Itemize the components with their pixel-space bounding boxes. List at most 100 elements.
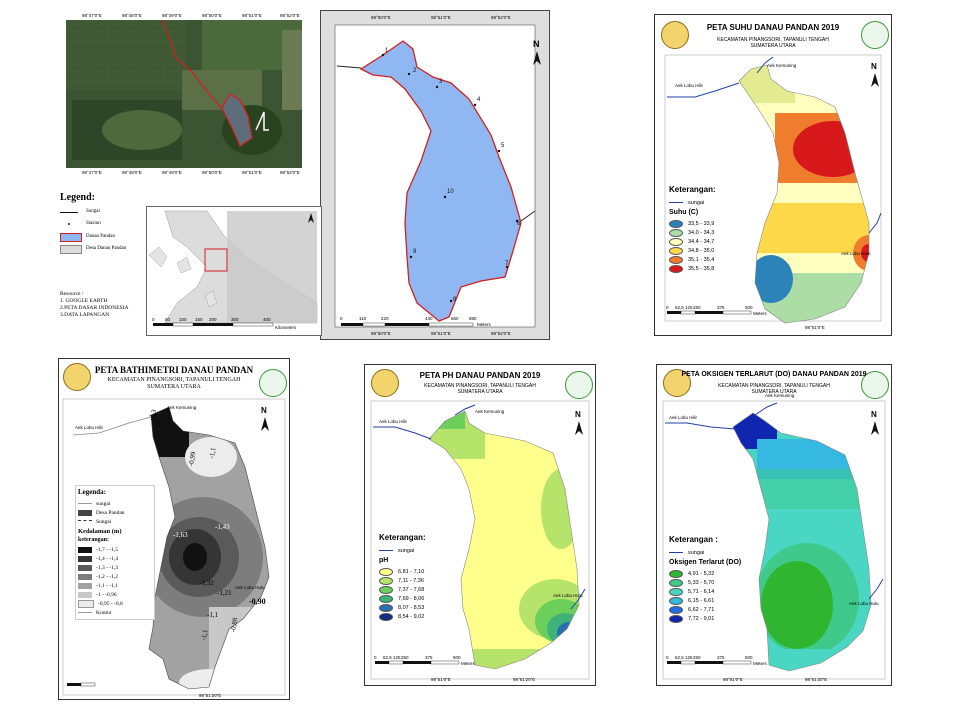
suhu-swatch-2 <box>669 228 683 237</box>
inset-scale-200: 200 <box>209 317 217 322</box>
station-8: 8 <box>453 297 457 303</box>
suhu-scale-0: 0 <box>666 305 669 310</box>
suhu-scale-3: 375 <box>717 305 725 310</box>
station-scale-unit: Meters <box>477 322 491 327</box>
station-coord-top-3: 98°52'0"E <box>491 15 511 20</box>
do-swatch-3 <box>669 587 683 596</box>
bathy-swatch-4 <box>78 573 92 580</box>
lake-polygon <box>359 40 522 322</box>
station-map: 1 2 3 4 5 6 7 8 9 10 N <box>334 24 541 328</box>
station-symbol <box>68 223 70 225</box>
ph-scale-4: 500 <box>453 655 461 660</box>
do-scale-4: 500 <box>745 655 753 660</box>
do-class-5: 6,62 - 7,71 <box>688 606 715 613</box>
station-7: 7 <box>505 261 509 267</box>
bathy-swatch-1 <box>78 546 92 553</box>
station-1: 1 <box>385 48 389 54</box>
ph-class-1: 6,81 - 7,10 <box>398 568 425 575</box>
contour-label-8: -1,1 <box>207 611 219 619</box>
main-legend-title: Legend: <box>60 192 95 203</box>
do-scale-0: 0 <box>666 655 669 660</box>
do-swatch-6 <box>669 614 683 623</box>
do-class-4: 6,15 - 6,61 <box>688 597 715 604</box>
resource-2: 2.PETA DASAR INDONESIA <box>60 305 129 311</box>
do-class-3: 5,71 - 6,14 <box>688 588 715 595</box>
station-coord-bottom-2: 98°51'0"E <box>431 331 451 336</box>
legend-danau: Danau Pandan <box>86 234 116 239</box>
contour-label-4: -1,43 <box>215 523 230 531</box>
do-swatch-1 <box>669 569 683 578</box>
bathy-legend-title: Legenda: <box>78 488 106 496</box>
ph-subtitle-1: KECAMATAN PINANGSORI, TAPANULI TENGAH <box>424 383 536 389</box>
ph-swatch-1 <box>379 567 393 576</box>
sat-coord-bottom-2: 98°48'0"E <box>122 170 142 175</box>
svg-text:N: N <box>871 410 877 419</box>
sat-coord-bottom-4: 98°50'0"E <box>202 170 222 175</box>
do-lon-b: 98°51'20"E <box>805 677 828 682</box>
resource-title: Resource : <box>60 291 84 297</box>
bathy-swatch-3 <box>78 564 92 571</box>
legend-desa: Desa Danau Pandan <box>86 246 127 251</box>
ph-class-2: 7,11 - 7,36 <box>398 577 424 584</box>
coord-label: 98°50'0"E <box>202 13 222 18</box>
sat-coord-bottom-5: 98°51'0"E <box>242 170 262 175</box>
ph-place-kemuning: Aek Kemuning <box>475 409 505 414</box>
bathy-class-2: -1,4 - -1,4 <box>96 555 118 562</box>
logo-left-icon <box>663 369 691 397</box>
bathy-lon: 98°51'20"E <box>199 693 222 698</box>
do-subtitle-1: KECAMATAN PINANGSORI, TAPANULI TENGAH <box>718 383 830 389</box>
suhu-subtitle-2: SUMATERA UTARA <box>750 43 796 49</box>
bathy-legend-2: Desa Pandan <box>96 509 125 516</box>
bathy-place-hilir: Aek Lobu Hilir <box>75 425 104 430</box>
ph-swatch-6 <box>379 612 393 621</box>
svg-text:N: N <box>261 406 267 415</box>
inset-scale-400: 400 <box>263 317 271 322</box>
bathy-village-symbol <box>78 509 92 516</box>
bathy-river-symbol <box>78 503 92 504</box>
inset-north-icon <box>308 213 314 223</box>
do-param: Oksigen Terlarut (DO) <box>669 559 742 566</box>
bathy-north-icon: N <box>261 406 269 431</box>
suhu-swatch-4 <box>669 246 683 255</box>
inset-scale-0: 0 <box>152 317 155 322</box>
bathy-legend: Legenda: sungai Desa Pandan Sungai Kedal… <box>75 485 155 620</box>
station-9: 9 <box>413 249 417 255</box>
bathy-place-kemuning: Aek Kemuning <box>167 405 197 410</box>
suhu-legend: Keterangan: sungai Suhu (C) 33,5 - 33,9 … <box>669 185 716 273</box>
station-10: 10 <box>447 189 454 195</box>
sat-coord-bottom-6: 98°52'0"E <box>280 170 300 175</box>
do-legend: Keterangan : sungai Oksigen Terlarut (DO… <box>669 535 741 623</box>
inset-scale-150: 150 <box>195 317 203 322</box>
suhu-river-symbol <box>669 202 683 203</box>
do-north-icon: N <box>871 410 879 435</box>
ph-river-symbol <box>379 550 393 551</box>
logo-right-icon <box>259 369 287 397</box>
ph-scale-1: 62,5 125 <box>383 655 401 660</box>
do-legend-title: Keterangan : <box>669 535 718 544</box>
ph-class-5: 8,07 - 8,53 <box>398 604 425 611</box>
coord-label: 98°52'0"E <box>280 13 300 18</box>
ph-class-4: 7,69 - 8,06 <box>398 595 425 602</box>
coord-label: 98°48'0"E <box>122 13 142 18</box>
ph-swatch-2 <box>379 576 393 585</box>
logo-left-icon <box>661 21 689 49</box>
coord-label: 98°51'0"E <box>242 13 262 18</box>
bathy-subtitle-2: SUMATERA UTARA <box>147 384 201 390</box>
station-scalebar <box>341 322 474 327</box>
bathy-ket: keterangan: <box>78 537 109 543</box>
ph-north-icon: N <box>575 410 583 435</box>
contour-label-7: -1,21 <box>217 589 232 597</box>
ph-lon-b: 98°51'20"E <box>513 677 536 682</box>
bathy-class-4: -1,2 - -1,2 <box>96 573 118 580</box>
suhu-swatch-3 <box>669 237 683 246</box>
coord-label: 98°49'0"E <box>162 13 182 18</box>
suhu-north-icon: N <box>871 62 879 87</box>
ph-map-panel: PETA PH DANAU PANDAN 2019 KECAMATAN PINA… <box>364 364 596 686</box>
suhu-class-5: 35,1 - 35,4 <box>688 256 715 263</box>
resource-1: 1. GOOGLE EARTH <box>60 298 108 304</box>
bathy-swatch-5 <box>78 582 92 589</box>
suhu-title: PETA SUHU DANAU PANDAN 2019 <box>706 23 840 32</box>
suhu-place-hulu: Aek Lobu Hulu <box>841 251 871 256</box>
do-class-2: 5,33 - 5,70 <box>688 579 715 586</box>
satellite-image: 98°47'0"E 98°48'0"E 98°49'0"E 98°50'0"E … <box>66 13 302 168</box>
